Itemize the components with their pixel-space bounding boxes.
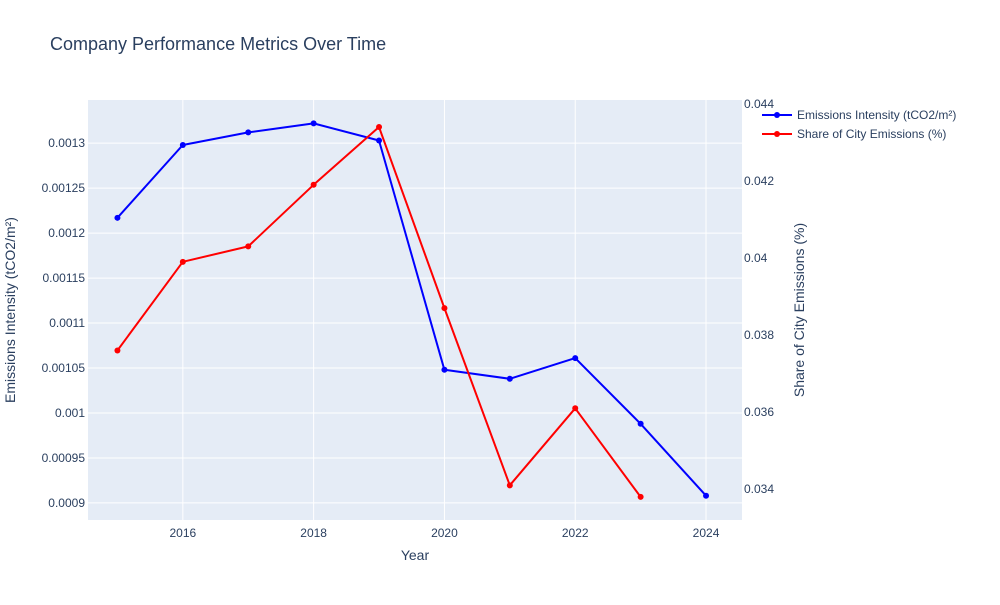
data-point[interactable]	[376, 137, 383, 144]
tick-labels: 2016 2018 2020 2022 2024 0.0009 0.00095 0.001 0.…	[42, 97, 775, 540]
chart-title: Company Performance Metrics Over Time	[50, 34, 386, 54]
x-tick-label: 2018	[300, 526, 327, 540]
x-tick-label: 2020	[431, 526, 458, 540]
data-point[interactable]	[376, 123, 383, 130]
y-axis-right-label: Share of City Emissions (%)	[791, 223, 807, 397]
y-left-tick-label: 0.00125	[42, 181, 86, 195]
legend-item[interactable]: Share of City Emissions (%)	[762, 127, 946, 141]
data-point[interactable]	[572, 355, 579, 362]
y-left-tick-label: 0.001	[55, 406, 85, 420]
y-right-tick-label: 0.034	[744, 482, 774, 496]
data-point[interactable]	[245, 243, 252, 250]
data-point[interactable]	[572, 405, 579, 412]
legend-marker	[774, 131, 780, 137]
y-right-tick-label: 0.036	[744, 405, 774, 419]
y-right-tick-label: 0.042	[744, 174, 774, 188]
series-1	[114, 120, 710, 499]
data-point[interactable]	[506, 375, 513, 382]
series-layer	[114, 120, 710, 500]
data-point[interactable]	[441, 305, 448, 312]
x-tick-label: 2016	[169, 526, 196, 540]
y-axis-left-label: Emissions Intensity (tCO2/m²)	[2, 217, 18, 403]
legend[interactable]: Emissions Intensity (tCO2/m²) Share of Ci…	[762, 108, 956, 141]
y-left-tick-label: 0.0011	[49, 316, 85, 330]
plot-area	[88, 100, 742, 520]
y-left-tick-label: 0.00095	[42, 451, 86, 465]
data-point[interactable]	[179, 141, 186, 148]
data-point[interactable]	[637, 420, 644, 427]
y-right-tick-label: 0.044	[744, 97, 774, 111]
y-left-tick-label: 0.0013	[48, 136, 85, 150]
data-point[interactable]	[441, 366, 448, 373]
x-tick-label: 2022	[562, 526, 589, 540]
y-left-tick-label: 0.0012	[48, 226, 85, 240]
y-left-tick-label: 0.00105	[42, 361, 86, 375]
data-point[interactable]	[114, 214, 121, 221]
y-right-tick-label: 0.038	[744, 328, 774, 342]
legend-label: Emissions Intensity (tCO2/m²)	[797, 108, 956, 122]
legend-item[interactable]: Emissions Intensity (tCO2/m²)	[762, 108, 956, 122]
data-point[interactable]	[245, 129, 252, 136]
y-left-tick-label: 0.00115	[43, 271, 86, 285]
x-tick-label: 2024	[693, 526, 720, 540]
data-point[interactable]	[179, 258, 186, 265]
data-point[interactable]	[637, 493, 644, 500]
y-left-tick-label: 0.0009	[48, 496, 85, 510]
data-point[interactable]	[310, 181, 317, 188]
legend-marker	[774, 112, 780, 118]
data-point[interactable]	[703, 492, 710, 499]
series-line	[116, 122, 707, 497]
legend-label: Share of City Emissions (%)	[797, 127, 946, 141]
data-point[interactable]	[310, 120, 317, 127]
x-axis-label: Year	[401, 547, 430, 563]
data-point[interactable]	[114, 347, 121, 354]
series-2	[114, 123, 644, 500]
data-point[interactable]	[506, 482, 513, 489]
y-right-tick-label: 0.04	[744, 251, 768, 265]
